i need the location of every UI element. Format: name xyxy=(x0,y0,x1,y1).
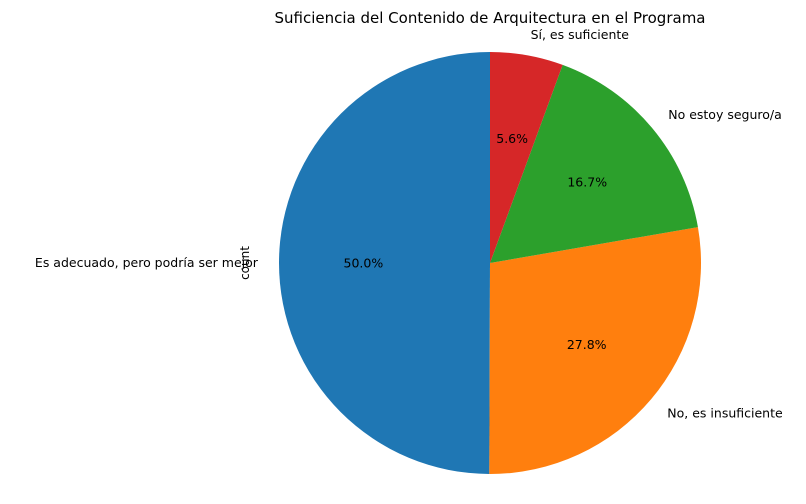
pie-slice xyxy=(490,64,698,263)
slice-percent-label: 27.8% xyxy=(567,337,607,352)
pie-labels: Es adecuado, pero podría ser mejor 50.0% N… xyxy=(35,27,783,420)
slice-category-label: Sí, es suficiente xyxy=(531,27,630,42)
slice-percent-label: 16.7% xyxy=(567,174,607,189)
pie-slice xyxy=(489,227,701,474)
pie-slices xyxy=(279,52,701,474)
slice-percent-label: 5.6% xyxy=(496,131,528,146)
chart-title: Suficiencia del Contenido de Arquitectur… xyxy=(275,9,706,27)
slice-percent-label: 50.0% xyxy=(344,255,384,270)
y-axis-label: count xyxy=(238,246,252,280)
slice-category-label: No, es insuficiente xyxy=(667,405,783,420)
pie-slice xyxy=(490,52,563,263)
slice-category-label: Es adecuado, pero podría ser mejor xyxy=(35,255,259,270)
slice-category-label: No estoy seguro/a xyxy=(668,107,782,122)
pie-slice xyxy=(279,52,490,474)
